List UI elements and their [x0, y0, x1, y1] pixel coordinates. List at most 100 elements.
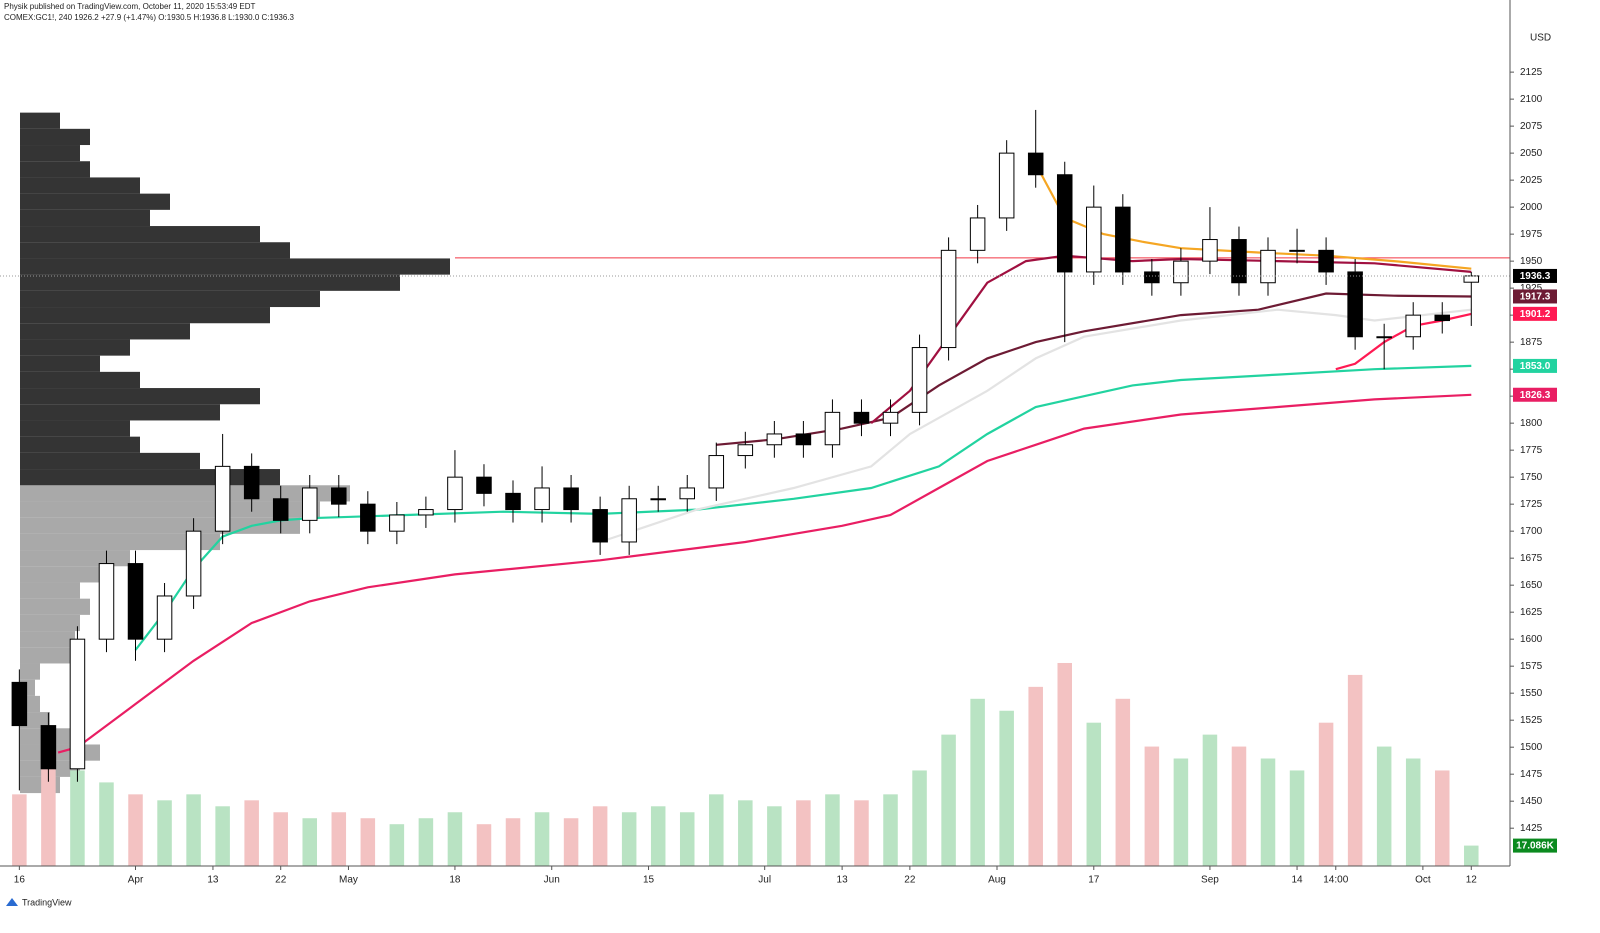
price-tag — [1513, 306, 1557, 321]
candle-body — [650, 498, 666, 501]
volume-tag-label: 17.086K — [1516, 841, 1555, 852]
candle-body — [679, 487, 696, 500]
brand-logo — [6, 898, 18, 906]
profile-bar — [20, 614, 80, 632]
profile-bar — [20, 274, 400, 291]
y-tick-label: 1575 — [1520, 661, 1543, 672]
y-tick-label: 1675 — [1520, 553, 1543, 564]
x-tick-label: 14 — [1291, 875, 1303, 886]
candle-body — [98, 563, 115, 640]
volume-bar — [1086, 722, 1102, 866]
y-tick-label: 1525 — [1520, 715, 1543, 726]
profile-bar — [20, 647, 70, 664]
y-tick-label: 1925 — [1520, 283, 1543, 294]
price-tag-label: 1826.3 — [1520, 390, 1551, 401]
profile-bar — [20, 339, 130, 356]
volume-bar — [1144, 746, 1160, 866]
candle-body — [1144, 271, 1160, 284]
volume-bar — [1347, 674, 1363, 866]
volume-bar — [505, 818, 521, 866]
y-tick-label: 1975 — [1520, 229, 1543, 240]
price-tag-label: 1853.0 — [1520, 361, 1551, 372]
candle-body — [1115, 206, 1131, 273]
profile-bar — [20, 420, 130, 437]
ma-line — [134, 364, 1472, 651]
y-tick-label: 2075 — [1520, 121, 1543, 132]
volume-bar — [621, 812, 637, 866]
candle-body — [592, 509, 608, 543]
candle-body — [998, 152, 1015, 219]
volume-bar — [12, 794, 27, 866]
candle-body — [1434, 314, 1451, 322]
x-tick-label: 18 — [449, 875, 461, 886]
candle-body — [389, 514, 405, 532]
volume-bar — [157, 800, 172, 866]
volume-bar — [1405, 758, 1421, 866]
price-tag — [1513, 387, 1557, 402]
y-tick-label: 1700 — [1520, 526, 1543, 537]
candle-body — [1086, 206, 1102, 273]
candle-body — [272, 498, 289, 521]
publisher-line: Physik published on TradingView.com, Oct… — [4, 2, 256, 11]
volume-bar — [41, 758, 56, 866]
profile-bar — [20, 550, 130, 567]
x-tick-label: 13 — [837, 875, 849, 886]
profile-bar — [20, 128, 90, 146]
candle-body — [1173, 260, 1189, 284]
volume-bar — [273, 812, 288, 866]
y-tick-label: 1875 — [1520, 337, 1543, 348]
volume-bar — [1173, 758, 1189, 866]
price-tag-label: 1901.2 — [1520, 309, 1551, 320]
candle-body — [69, 638, 86, 770]
x-tick-label: 14:00 — [1323, 875, 1348, 886]
profile-bar — [20, 404, 220, 421]
profile-bar — [20, 242, 290, 259]
candle-body — [563, 487, 579, 511]
volume-bar — [128, 794, 143, 866]
profile-bar — [20, 598, 90, 615]
volume-bar — [1231, 746, 1247, 866]
profile-bar — [20, 290, 320, 308]
volume-bar — [302, 818, 318, 866]
x-tick-label: 17 — [1088, 875, 1100, 886]
price-tag-label: 1936.3 — [1520, 271, 1551, 282]
candle-body — [534, 487, 550, 511]
volume-bar — [912, 770, 927, 866]
volume-bar — [709, 794, 724, 866]
x-tick-label: 13 — [207, 875, 219, 886]
profile-bar — [20, 307, 270, 324]
profile-bar — [20, 161, 90, 178]
currency: USD — [1530, 33, 1551, 44]
ma-line — [716, 292, 1472, 446]
volume-bar — [244, 800, 259, 866]
candle-body — [940, 249, 957, 349]
profile-bar — [20, 112, 60, 129]
volume-bar — [1318, 722, 1334, 866]
candle-body — [621, 498, 637, 543]
volume-bar — [592, 806, 608, 866]
profile-bar — [20, 258, 450, 275]
symbol-line: COMEX:GC1!, 240 1926.2 +27.9 (+1.47%) O:… — [4, 13, 295, 22]
volume-bar — [360, 818, 376, 866]
candle-body — [766, 433, 783, 446]
volume-bar — [883, 794, 898, 866]
volume-bar — [999, 710, 1014, 866]
y-tick-label: 1775 — [1520, 445, 1543, 456]
x-tick-label: 15 — [643, 875, 655, 886]
ma-line — [599, 308, 1472, 544]
profile-bar — [20, 209, 150, 227]
x-tick-label: Sep — [1201, 875, 1219, 886]
volume-bar — [447, 812, 463, 866]
volume-bar — [70, 770, 85, 866]
y-tick-label: 1750 — [1520, 472, 1543, 483]
y-tick-label: 1475 — [1520, 769, 1543, 780]
profile-bar — [20, 226, 260, 243]
y-tick-label: 1950 — [1520, 256, 1543, 267]
candle-body — [331, 487, 347, 505]
candle-body — [1376, 336, 1392, 339]
brand: TradingView — [22, 897, 72, 907]
candle-body — [1027, 152, 1044, 176]
x-tick-label: Jun — [544, 875, 560, 886]
volume-bar — [1464, 845, 1479, 866]
price-tag — [1513, 358, 1557, 373]
